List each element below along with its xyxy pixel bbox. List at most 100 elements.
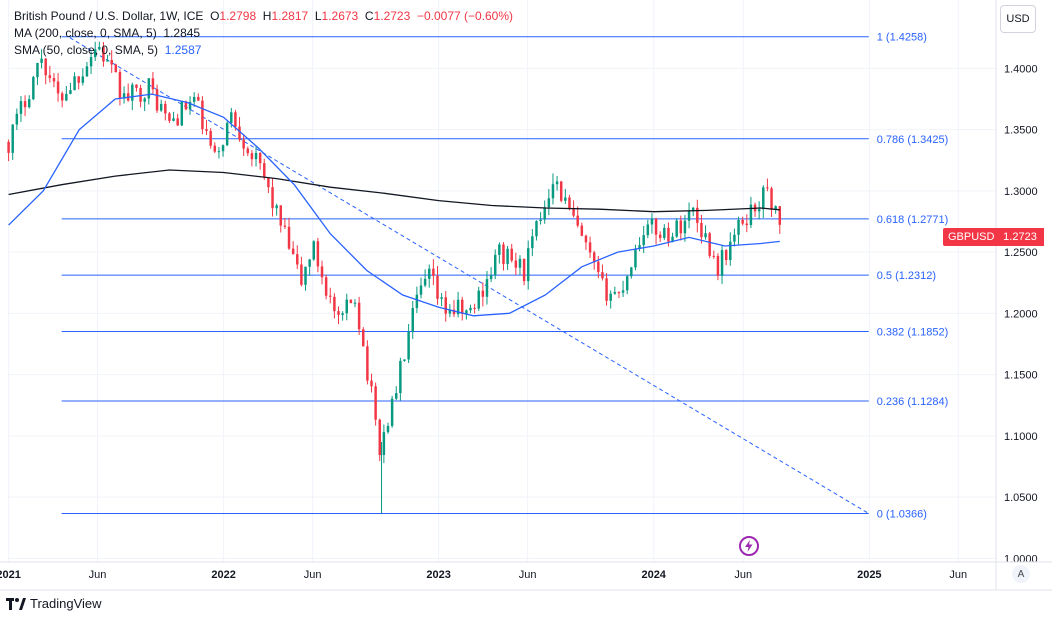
candle-body [757,209,761,212]
candle-body [704,233,707,238]
candle-body [73,76,76,91]
candle-body [378,419,381,455]
candle-body [477,290,480,309]
candle-body [283,225,287,227]
x-tick-label: 2025 [857,569,881,581]
price-axis[interactable]: 1.0000 1.0500 1.1000 1.1500 1.2000 1.2500 1.30… [995,0,1038,590]
low-label: L [314,9,322,23]
lightning-event-icon[interactable] [738,535,760,557]
x-tick-label: 2023 [426,569,450,581]
ma200-line [8,169,780,213]
candle-body [733,234,736,242]
candle-body [654,218,658,235]
candle-body [225,122,229,146]
candle-body [436,275,439,299]
legend-ma200-row[interactable]: MA (200, close, 0, SMA, 5) 1.2845 [14,25,513,42]
x-tick-label: Jun [89,569,107,581]
low-value: 1.2673 [321,9,359,23]
brand-name: TradingView [30,596,102,611]
candle-body [679,220,683,234]
candle-body [275,205,278,209]
candle-body [98,46,101,50]
brand[interactable]: TradingView [6,596,102,611]
candle-body [650,218,654,225]
candle-body [164,103,167,114]
candle-body [139,87,142,102]
candle-body [481,290,485,297]
candle-body [386,425,390,433]
candle-body [423,278,427,286]
candle-body [300,264,303,285]
candle-body [625,276,629,291]
change-value: −0.0077 (−0.60%) [416,9,514,23]
high-value: 1.2817 [271,9,309,23]
candle-body [642,235,645,246]
candle-body [745,223,749,226]
candle-body [749,204,753,226]
candle-body [531,236,534,249]
time-axis[interactable]: 2021 Jun 2022 Jun 2023 Jun 2024 Jun 2025 Jun [0,561,1052,591]
candle-body [85,66,89,77]
candle-body [498,244,501,255]
y-tick-label: 1.1000 [1004,431,1038,443]
candle-body [291,248,295,255]
candle-body [564,197,567,201]
x-tick-label: Jun [304,569,322,581]
candle-body [333,296,336,312]
fibonacci-retracement[interactable]: 1 (1.4258) 0.786 (1.3425) 0.618 (1.2771) 0.… [61,32,949,521]
x-tick-label: 2022 [211,569,235,581]
candle-body [778,206,782,225]
candle-body [122,93,126,99]
candle-body [155,89,159,111]
candle-body [221,145,225,152]
candle-body [514,260,518,268]
y-tick-label: 1.3000 [1004,186,1038,198]
close-label: C [364,9,374,23]
candle-body [213,145,217,152]
candle-body [180,101,184,126]
candle-body [201,100,204,130]
candle-body [287,226,291,249]
candle-body [192,96,196,102]
instrument-title: British Pound / U.S. Dollar, 1W, ICE [14,9,204,23]
fib-level-label: 0.382 (1.1852) [877,326,949,338]
candle-body [44,58,47,76]
grid [8,0,996,562]
candle-body [271,187,274,209]
candle-body [691,207,695,212]
candle-body [15,113,19,125]
candle-body [11,124,14,153]
candle-body [584,235,588,243]
legend-sma50-row[interactable]: SMA (50, close, 0, SMA, 5) 1.2587 [14,42,513,59]
candle-body [176,118,179,126]
fib-level-label: 0 (1.0366) [877,508,927,520]
candle-body [89,57,93,67]
candle-body [469,307,472,311]
x-tick-label: Jun [734,569,752,581]
candle-body [716,255,720,276]
candle-body [188,101,192,110]
candle-body [671,236,674,242]
candle-body [774,206,777,210]
candle-body [572,208,575,216]
candle-body [52,78,56,82]
last-price-tag: 1.2723 [996,228,1044,246]
candle-body [559,181,563,201]
tradingview-logo-icon [6,597,26,610]
legend-main-row: British Pound / U.S. Dollar, 1W, ICE O1.… [14,8,513,25]
candle-body [646,224,650,236]
candle-body [580,225,584,236]
candle-body [440,297,443,299]
candle-body [258,152,262,164]
y-tick-label: 1.1500 [1004,370,1038,382]
auto-scale-button[interactable]: A [1012,565,1030,583]
candle-body [658,234,662,238]
candle-body [81,76,85,83]
y-tick-label: 1.3500 [1004,125,1038,137]
currency-button[interactable]: USD [1000,5,1036,33]
candle-body [172,118,175,121]
candle-body [341,313,344,315]
candle-body [102,46,105,62]
